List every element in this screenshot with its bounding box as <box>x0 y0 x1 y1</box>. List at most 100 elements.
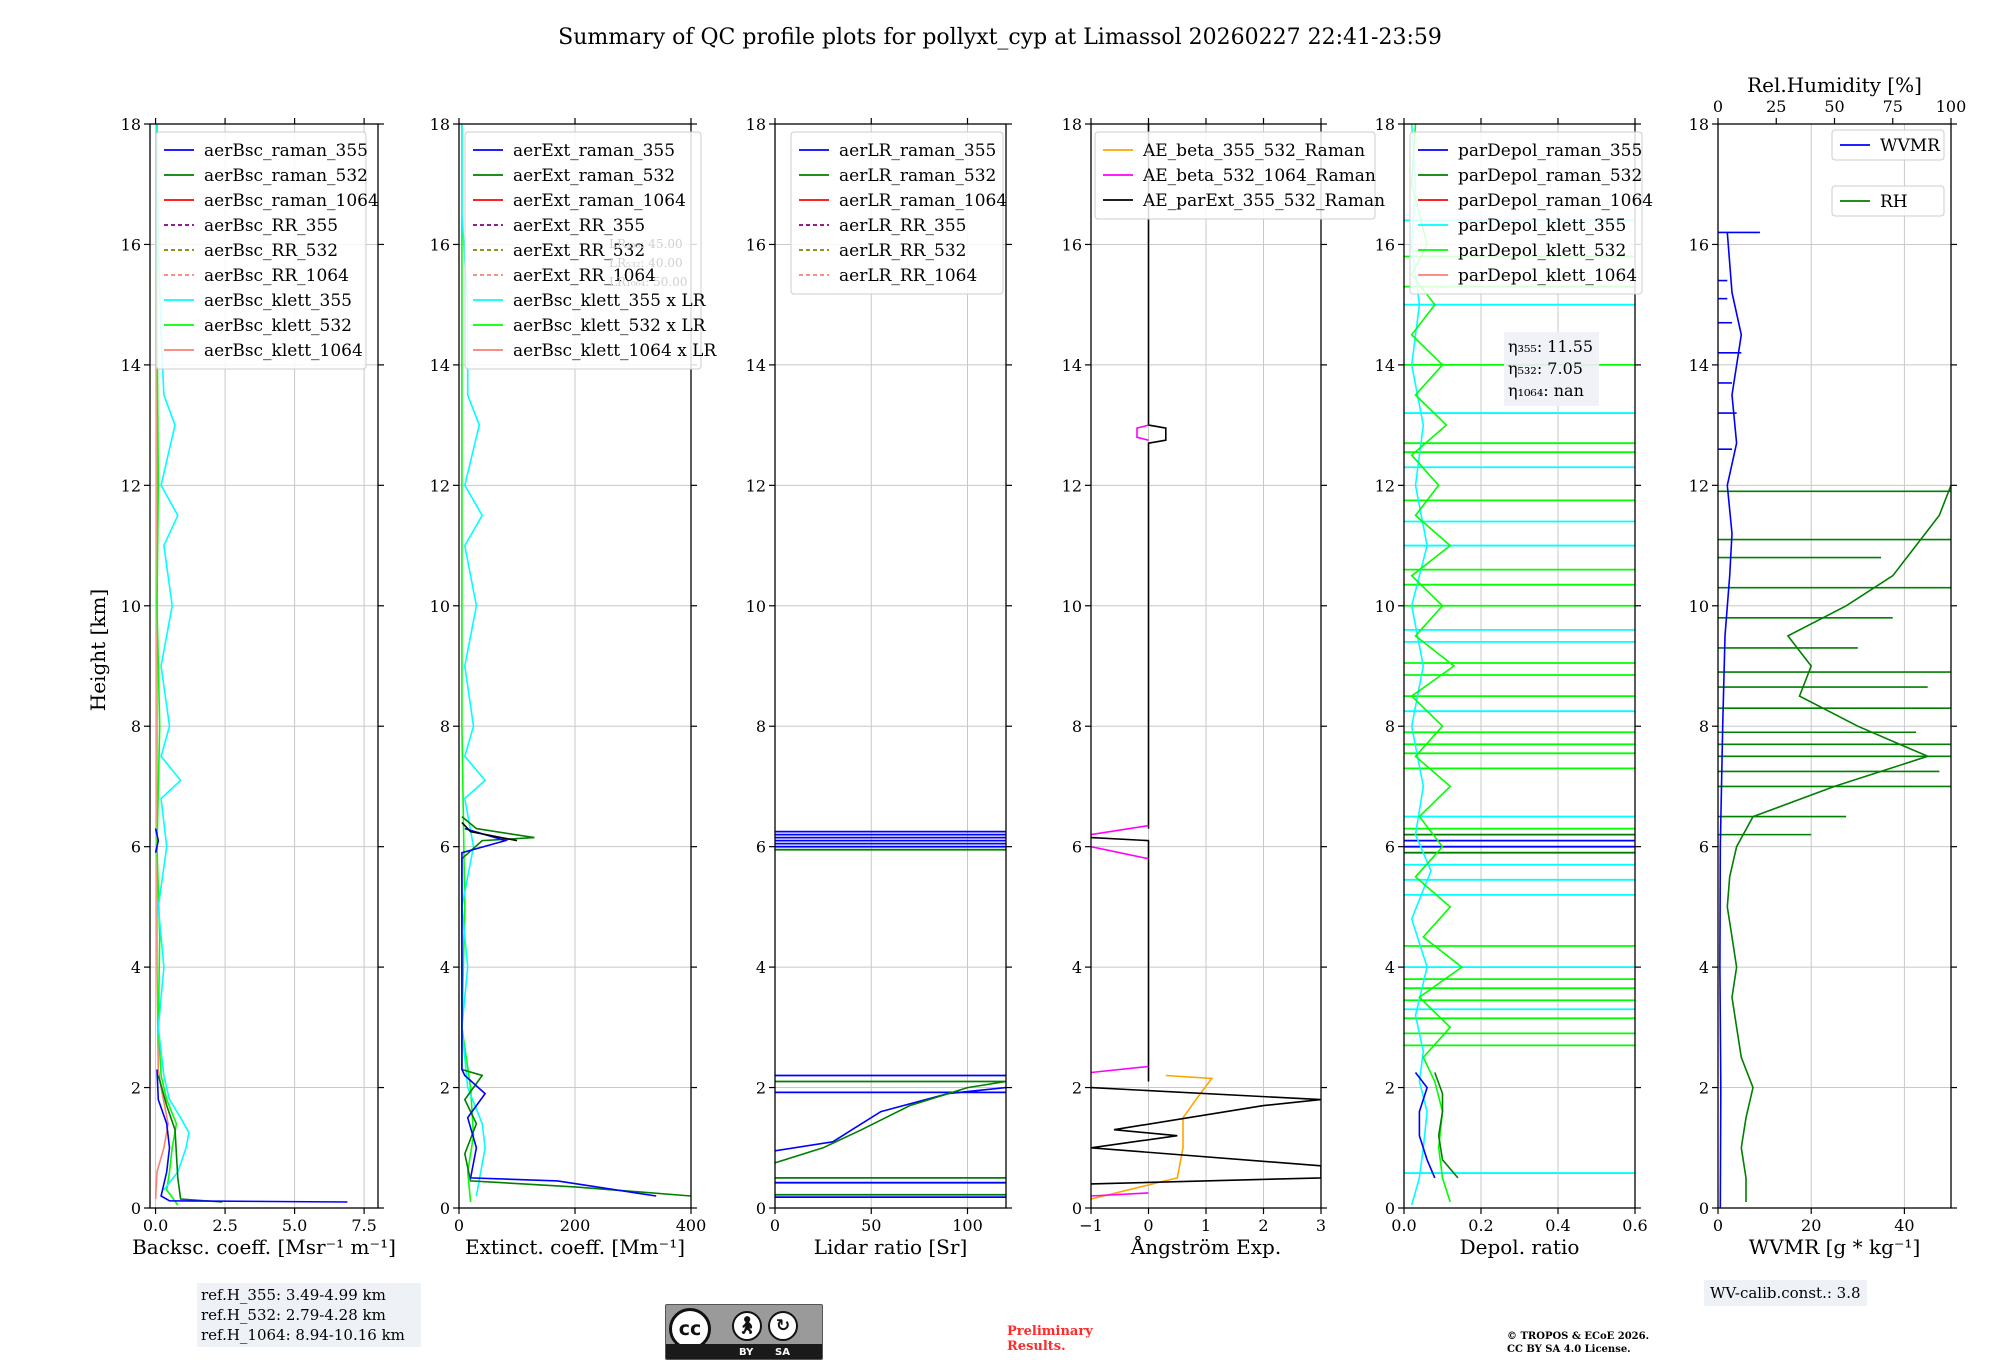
legend-box <box>790 131 1004 295</box>
series-pardepol-raman-355 <box>1414 1072 1436 1179</box>
lidar-ratio-note: LR₁₀₆₄: 50.00 <box>609 275 687 289</box>
x-tick-label: 0 <box>770 1216 780 1235</box>
badge-by-label: BY <box>739 1347 754 1358</box>
ref-height-1064: ref.H_1064: 8.94-10.16 km <box>201 1326 405 1344</box>
legend-entry: aerBsc_klett_532 x LR <box>513 316 707 336</box>
y-tick-label: 2 <box>1699 1079 1709 1098</box>
attribution-icon: 🚶︎ <box>732 1311 762 1341</box>
panel-ext: 0 200 400 0 2 4 6 8 10 12 14 16 18 Extinct. coeff. [M… <box>430 115 718 1259</box>
series-pardepol-klett-532 <box>1410 124 1464 1203</box>
y-tick-label: 16 <box>1689 235 1709 254</box>
reference-heights-box: ref.H_355: 3.49-4.99 km ref.H_532: 2.79-… <box>197 1283 421 1347</box>
x-axis-label: Ångström Exp. <box>1130 1234 1281 1259</box>
wv-calibration-box: WV-calib.const.: 3.8 <box>1704 1280 1867 1306</box>
y-tick-label: 14 <box>746 356 766 375</box>
x2-tick-label: 75 <box>1883 97 1903 116</box>
x-tick-label: 0.2 <box>1468 1216 1493 1235</box>
lidar-ratio-note: LR₃₅₅: 45.00 <box>609 237 683 251</box>
y-tick-label: 4 <box>1699 958 1709 977</box>
x-axis-label: Extinct. coeff. [Mm⁻¹] <box>465 1235 685 1259</box>
x-axis-label: Depol. ratio <box>1460 1235 1580 1259</box>
legend-entry: aerBsc_RR_532 <box>204 241 338 261</box>
x-tick-label: 0.4 <box>1545 1216 1570 1235</box>
y-tick-label: 16 <box>121 235 141 254</box>
y-tick-label: 2 <box>1072 1079 1082 1098</box>
x-tick-label: 0 <box>454 1216 464 1235</box>
x-tick-label: −1 <box>1079 1216 1103 1235</box>
y-tick-label: 6 <box>131 838 141 857</box>
series-ae-beta-532-1064-raman-d <box>1091 824 1149 836</box>
y-tick-label: 14 <box>430 356 450 375</box>
y-tick-label: 12 <box>430 476 450 495</box>
series-aerbsc-klett-1064 <box>154 124 169 1200</box>
legend-entry: aerExt_RR_532 <box>513 241 645 261</box>
legend-entry: parDepol_klett_532 <box>1458 241 1626 261</box>
y-tick-label: 0 <box>131 1199 141 1218</box>
y-tick-label: 2 <box>440 1079 450 1098</box>
legend-entry: aerExt_raman_532 <box>513 166 675 186</box>
legend-entry: WVMR <box>1880 136 1941 156</box>
legend-entry: aerExt_raman_355 <box>513 141 675 161</box>
x-tick-label: 2 <box>1258 1216 1268 1235</box>
panel-lr: 0 50 100 0 2 4 6 8 10 12 14 16 18 Lidar ratio [Sr] aer… <box>746 115 1012 1259</box>
series-ae-beta-532-1064-raman-b <box>1091 1065 1149 1074</box>
legend-box <box>464 131 702 370</box>
x-axis-label: WVMR [g * kg⁻¹] <box>1749 1235 1921 1259</box>
legend-entry: AE_beta_532_1064_Raman <box>1142 166 1376 186</box>
series-ae-parext-355-532-raman-main <box>1091 836 1150 1082</box>
y-tick-label: 12 <box>121 476 141 495</box>
y-tick-label: 10 <box>121 597 141 616</box>
y-tick-label: 18 <box>1689 115 1709 134</box>
ticks-wv <box>1712 118 1957 1214</box>
y-tick-label: 6 <box>1072 838 1082 857</box>
y-tick-label: 8 <box>756 717 766 736</box>
data-bsc <box>154 124 348 1206</box>
series-pardepol-raman-532 <box>1434 1072 1459 1179</box>
x-tick-label: 50 <box>861 1216 881 1235</box>
y-tick-label: 10 <box>1375 597 1395 616</box>
x-tick-label: 2.5 <box>212 1216 237 1235</box>
x2-tick-label: 100 <box>1936 97 1967 116</box>
x-axis-label: Backsc. coeff. [Msr⁻¹ m⁻¹] <box>132 1235 396 1259</box>
legend-entry: aerLR_raman_532 <box>839 166 996 186</box>
y-tick-label: 8 <box>440 717 450 736</box>
legend-entry: aerLR_RR_355 <box>839 216 966 236</box>
legend-entry: aerLR_raman_1064 <box>839 191 1007 211</box>
y-tick-label: 16 <box>1375 235 1395 254</box>
x-tick-label: 0 <box>1143 1216 1153 1235</box>
badge-sa-label: SA <box>775 1347 790 1358</box>
series-aerbsc-raman-532 <box>157 1075 223 1203</box>
y-tick-label: 10 <box>1062 597 1082 616</box>
series-ae-beta-532-1064-raman-c <box>1091 845 1149 860</box>
x-tick-label: 0.0 <box>143 1216 168 1235</box>
y-tick-label: 14 <box>1375 356 1395 375</box>
y-tick-label: 4 <box>1385 958 1395 977</box>
eta-box <box>1504 332 1599 406</box>
y-tick-label: 12 <box>1689 476 1709 495</box>
y-tick-label: 18 <box>430 115 450 134</box>
grid-ae <box>1090 123 1322 1209</box>
data-ext <box>461 124 691 1203</box>
legend-entry: aerBsc_klett_532 <box>204 316 352 336</box>
legend-entry: aerBsc_RR_355 <box>204 216 338 236</box>
x2-axis-label: Rel.Humidity [%] <box>1747 73 1922 97</box>
preliminary-note: Preliminary Results. <box>1007 1324 1093 1354</box>
y-tick-label: 14 <box>1689 356 1709 375</box>
y-tick-label: 16 <box>430 235 450 254</box>
ticks-lr <box>769 118 1012 1214</box>
series-ae-beta-532-1064-raman <box>1091 1192 1149 1197</box>
figure-title: Summary of QC profile plots for pollyxt_… <box>558 25 1442 50</box>
y-tick-label: 4 <box>440 958 450 977</box>
y-tick-label: 18 <box>121 115 141 134</box>
y-tick-label: 0 <box>1072 1199 1082 1218</box>
y-tick-label: 6 <box>1699 838 1709 857</box>
y-tick-label: 8 <box>1699 717 1709 736</box>
y-tick-label: 12 <box>746 476 766 495</box>
x-tick-label: 0.0 <box>1391 1216 1416 1235</box>
x-tick-label: 1 <box>1201 1216 1211 1235</box>
legend-entry: aerExt_raman_1064 <box>513 191 686 211</box>
